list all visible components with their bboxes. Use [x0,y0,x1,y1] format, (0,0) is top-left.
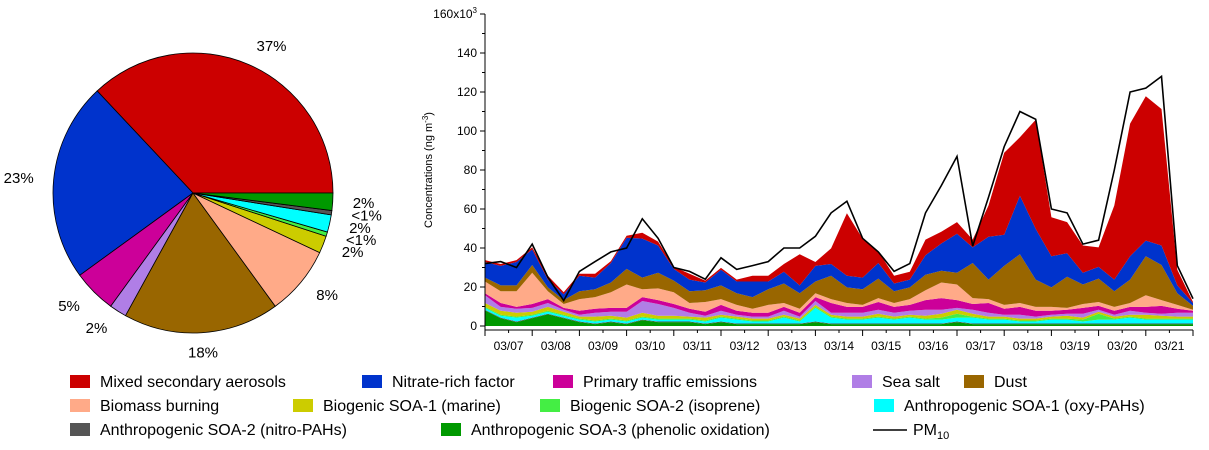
area-sea-salt [485,295,1193,319]
y-tick-label: 160x103 [433,6,477,21]
x-tick-label: 03/07 [494,339,524,353]
legend-label-mixed-secondary-aerosols: Mixed secondary aerosols [100,374,286,391]
legend-swatch-anthropogenic-soa-1-oxy-pahs [874,399,894,412]
area-mixed-secondary-aerosols [485,96,1193,303]
legend-swatch-mixed-secondary-aerosols [70,375,90,388]
x-tick-label: 03/12 [730,339,760,353]
pie-label-biogenic-soa-1-marine: 2% [342,244,364,261]
legend-swatch-biogenic-soa-2-isoprene [540,399,560,412]
legend-swatch-biogenic-soa-1-marine [293,399,313,412]
y-tick-label: 60 [464,202,478,216]
pie-label-nitrate-rich-factor: 23% [4,170,34,187]
legend-swatch-dust [964,375,984,388]
legend-label-anthropogenic-soa-1-oxy-pahs: Anthropogenic SOA-1 (oxy-PAHs) [904,398,1145,415]
legend-label-anthropogenic-soa-2-nitro-pahs: Anthropogenic SOA-2 (nitro-PAHs) [100,422,347,439]
area-anthropogenic-soa-1-oxy-pahs [485,307,1193,324]
x-tick-label: 03/20 [1107,339,1137,353]
pie-label-sea-salt: 2% [86,320,108,337]
area-dust [485,254,1193,310]
x-tick-label: 03/09 [588,339,618,353]
pie-label-anthropogenic-soa-1-oxy-pahs: 2% [349,220,371,237]
legend-swatch-nitrate-rich-factor [362,375,382,388]
legend-label-dust: Dust [994,374,1027,391]
y-axis-label: Concentrations (ng m-3) [421,112,435,228]
legend-label-pm10: PM10 [913,422,949,442]
pie-label-dust: 18% [188,345,218,362]
x-tick-label: 03/16 [918,339,948,353]
pie-label-biogenic-soa-2-isoprene: <1% [346,232,376,249]
y-tick-label: 100 [457,124,477,138]
pie-label-anthropogenic-soa-3-phenolic-oxidation: 2% [353,195,375,212]
y-tick-label: 40 [464,241,478,255]
x-tick-label: 03/14 [824,339,854,353]
pie-label-primary-traffic-emissions: 5% [58,298,80,315]
legend-label-anthropogenic-soa-3-phenolic-oxidation: Anthropogenic SOA-3 (phenolic oxidation) [471,422,770,439]
y-tick-label: 0 [470,319,477,333]
pm10-line [484,74,1194,303]
x-tick-label: 03/15 [871,339,901,353]
legend-label-nitrate-rich-factor: Nitrate-rich factor [392,374,515,391]
x-tick-label: 03/13 [777,339,807,353]
pie-label-biomass-burning: 8% [316,287,338,304]
x-tick-label: 03/18 [1013,339,1043,353]
pie-slice-mixed-secondary-aerosols [96,52,334,194]
area-biogenic-soa-2-isoprene [485,306,1193,322]
pie-chart: 37%23%5%2%18%8%2%<1%2%<1%2% [4,38,382,362]
y-tick-label: 80 [464,163,478,177]
legend-swatch-sea-salt [852,375,872,388]
legend-label-sea-salt: Sea salt [882,374,940,391]
area-nitrate-rich-factor [485,195,1193,306]
pie-slice-dust [125,192,276,334]
legend-label-biogenic-soa-1-marine: Biogenic SOA-1 (marine) [323,398,501,415]
pie-slice-anthropogenic-soa-3-phenolic-oxidation [192,192,334,211]
area-biomass-burning [485,272,1193,313]
pie-slice-nitrate-rich-factor [52,90,194,276]
legend-label-primary-traffic-emissions: Primary traffic emissions [583,374,757,391]
x-tick-label: 03/10 [635,339,665,353]
y-tick-label: 140 [457,46,477,60]
legend-label-biomass-burning: Biomass burning [100,398,219,415]
x-tick-label: 03/08 [541,339,571,353]
time-series-chart: 0 20 40 60 80 100 120 140 160x103 03/07 03/08 03/09… [421,6,1194,353]
y-tick-label: 20 [464,280,478,294]
legend-swatch-primary-traffic-emissions [553,375,573,388]
legend: Mixed secondary aerosols Nitrate-rich fac… [70,374,1145,442]
area-biogenic-soa-1-marine [485,302,1193,321]
x-tick-label: 03/19 [1060,339,1090,353]
legend-swatch-anthropogenic-soa-3-phenolic-oxidation [441,423,461,436]
legend-swatch-anthropogenic-soa-2-nitro-pahs [70,423,90,436]
pie-label-mixed-secondary-aerosols: 37% [257,38,287,55]
pie-label-anthropogenic-soa-2-nitro-pahs: <1% [351,208,381,225]
y-tick-label: 120 [457,85,477,99]
legend-label-biogenic-soa-2-isoprene: Biogenic SOA-2 (isoprene) [570,398,760,415]
area-primary-traffic-emissions [485,293,1193,317]
legend-swatch-biomass-burning [70,399,90,412]
x-tick-label: 03/21 [1154,339,1184,353]
x-tick-label: 03/11 [683,339,712,353]
x-tick-label: 03/17 [966,339,996,353]
